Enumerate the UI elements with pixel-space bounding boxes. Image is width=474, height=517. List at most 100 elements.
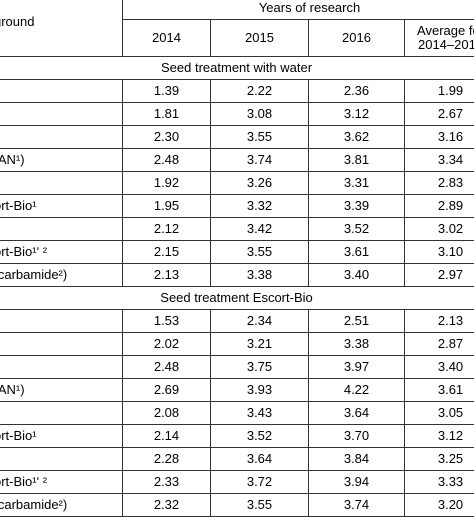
row-label-cell: 30 (AN¹) xyxy=(0,379,123,402)
average-value-cell: 3.12 xyxy=(405,425,474,448)
year-value-cell: 3.12 xyxy=(309,103,405,126)
table-row: l)1.392.222.361.99 xyxy=(0,80,474,103)
row-label-tail: (carbamide²) xyxy=(0,267,67,282)
table-row: 30 (AN¹)2.483.743.813.34 xyxy=(0,149,474,172)
row-label-cell: scort-Bio¹ xyxy=(0,195,123,218)
year-value-cell: 2.12 xyxy=(123,218,211,241)
section-title: Seed treatment with water xyxy=(0,57,474,80)
year-value-cell: 1.39 xyxy=(123,80,211,103)
row-label: scort-Bio¹ xyxy=(0,428,37,443)
year-value-cell: 3.08 xyxy=(211,103,309,126)
average-value-cell: 3.25 xyxy=(405,448,474,471)
average-value-cell: 2.83 xyxy=(405,172,474,195)
year-value-cell: 3.55 xyxy=(211,241,309,264)
average-header: Average for 2014–2016 xyxy=(405,20,474,57)
row-label-tail: (AN¹) xyxy=(0,152,25,167)
row-label-cell: 1, 22 xyxy=(0,448,123,471)
table-row: 30 (carbamide²)2.323.553.743.20 xyxy=(0,494,474,517)
year-value-cell: 3.40 xyxy=(309,264,405,287)
average-value-cell: 3.40 xyxy=(405,356,474,379)
table-row: 30 (AN¹)2.693.934.223.61 xyxy=(0,379,474,402)
year-value-cell: 2.02 xyxy=(123,333,211,356)
row-label-cell: scort-Bio¹ʹ ² xyxy=(0,241,123,264)
section-header-row: Seed treatment with water xyxy=(0,57,474,80)
table-row: 1, 222.123.423.523.02 xyxy=(0,218,474,241)
row-label-cell: 12 xyxy=(0,172,123,195)
year-value-cell: 3.38 xyxy=(309,333,405,356)
table-row: 122.083.433.643.05 xyxy=(0,402,474,425)
average-value-cell: 2.13 xyxy=(405,310,474,333)
year-value-cell: 3.38 xyxy=(211,264,309,287)
row-label: scort-Bio¹ xyxy=(0,198,37,213)
background-header-text: ckground xyxy=(0,14,34,29)
year-value-cell: 2.15 xyxy=(123,241,211,264)
row-label-tail: (carbamide²) xyxy=(0,497,67,512)
row-label-cell xyxy=(0,333,123,356)
year-value-cell: 3.61 xyxy=(309,241,405,264)
average-value-cell: 3.20 xyxy=(405,494,474,517)
background-column-header: ckground xyxy=(0,0,123,57)
row-label: scort-Bio¹ʹ ² xyxy=(0,244,47,259)
year-2015-header: 2015 xyxy=(211,20,309,57)
year-value-cell: 2.22 xyxy=(211,80,309,103)
years-of-research-header: Years of research xyxy=(123,0,474,20)
row-label-cell xyxy=(0,103,123,126)
average-header-line2: 2014–2016 xyxy=(418,37,474,52)
table-row: 1, 222.283.643.843.25 xyxy=(0,448,474,471)
row-label-cell xyxy=(0,356,123,379)
average-value-cell: 2.97 xyxy=(405,264,474,287)
table-row: 30 (carbamide²)2.133.383.402.97 xyxy=(0,264,474,287)
year-value-cell: 2.36 xyxy=(309,80,405,103)
year-value-cell: 3.70 xyxy=(309,425,405,448)
year-value-cell: 2.13 xyxy=(123,264,211,287)
row-label: scort-Bio¹ʹ ² xyxy=(0,474,47,489)
year-value-cell: 3.43 xyxy=(211,402,309,425)
row-label-cell: 12 xyxy=(0,402,123,425)
year-value-cell: 3.93 xyxy=(211,379,309,402)
table-row: 121.923.263.312.83 xyxy=(0,172,474,195)
year-value-cell: 3.84 xyxy=(309,448,405,471)
row-label-cell: scort-Bio¹ xyxy=(0,425,123,448)
row-label-cell: l) xyxy=(0,310,123,333)
year-value-cell: 3.75 xyxy=(211,356,309,379)
year-2014-header: 2014 xyxy=(123,20,211,57)
row-label-tail: (AN¹) xyxy=(0,382,25,397)
year-value-cell: 2.14 xyxy=(123,425,211,448)
row-label-cell xyxy=(0,126,123,149)
section-header-row: Seed treatment Escort-Bio xyxy=(0,287,474,310)
average-value-cell: 2.67 xyxy=(405,103,474,126)
year-value-cell: 3.26 xyxy=(211,172,309,195)
year-value-cell: 3.81 xyxy=(309,149,405,172)
year-value-cell: 4.22 xyxy=(309,379,405,402)
year-value-cell: 1.92 xyxy=(123,172,211,195)
year-value-cell: 3.62 xyxy=(309,126,405,149)
year-value-cell: 1.81 xyxy=(123,103,211,126)
year-value-cell: 1.53 xyxy=(123,310,211,333)
year-value-cell: 2.69 xyxy=(123,379,211,402)
average-value-cell: 1.99 xyxy=(405,80,474,103)
year-value-cell: 2.34 xyxy=(211,310,309,333)
row-label-cell: 30 (carbamide²) xyxy=(0,494,123,517)
row-label-cell: 30 (AN¹) xyxy=(0,149,123,172)
year-2016-header: 2016 xyxy=(309,20,405,57)
year-value-cell: 3.39 xyxy=(309,195,405,218)
year-value-cell: 3.31 xyxy=(309,172,405,195)
year-value-cell: 2.48 xyxy=(123,356,211,379)
average-value-cell: 2.89 xyxy=(405,195,474,218)
table-row: scort-Bio¹ʹ ²2.153.553.613.10 xyxy=(0,241,474,264)
average-header-line1: Average for xyxy=(417,23,474,38)
year-value-cell: 3.52 xyxy=(309,218,405,241)
year-value-cell: 2.51 xyxy=(309,310,405,333)
year-value-cell: 3.55 xyxy=(211,494,309,517)
year-value-cell: 2.48 xyxy=(123,149,211,172)
table-row: l)1.532.342.512.13 xyxy=(0,310,474,333)
average-value-cell: 3.02 xyxy=(405,218,474,241)
year-value-cell: 3.21 xyxy=(211,333,309,356)
year-value-cell: 2.32 xyxy=(123,494,211,517)
